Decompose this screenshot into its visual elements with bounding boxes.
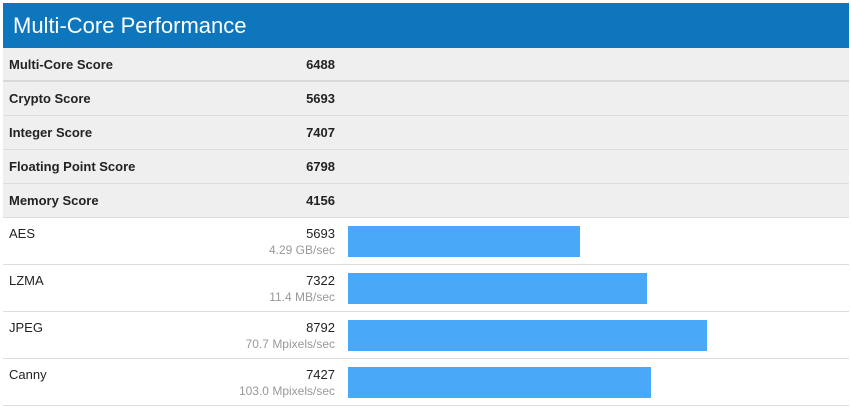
benchmark-name: LZMA xyxy=(9,273,44,288)
benchmark-score: 5693 xyxy=(306,226,335,241)
summary-label: Crypto Score xyxy=(9,91,91,106)
summary-label: Integer Score xyxy=(9,125,93,140)
benchmark-row-canny: Canny 7427 103.0 Mpixels/sec xyxy=(3,359,849,406)
summary-value: 6798 xyxy=(306,159,335,174)
summary-value: 7407 xyxy=(306,125,335,140)
summary-row-integer: Integer Score 7407 xyxy=(3,116,849,150)
section-title: Multi-Core Performance xyxy=(13,13,247,38)
summary-row-memory: Memory Score 4156 xyxy=(3,184,849,218)
benchmark-rate: 70.7 Mpixels/sec xyxy=(245,337,335,351)
summary-value: 4156 xyxy=(306,193,335,208)
benchmark-rate: 103.0 Mpixels/sec xyxy=(238,384,335,398)
benchmark-bar xyxy=(348,367,651,398)
benchmark-row-jpeg: JPEG 8792 70.7 Mpixels/sec xyxy=(3,312,849,359)
benchmark-bar xyxy=(348,273,647,304)
benchmark-row-aes: AES 5693 4.29 GB/sec xyxy=(3,218,849,265)
summary-value: 5693 xyxy=(306,91,335,106)
summary-label: Memory Score xyxy=(9,193,99,208)
benchmark-bar-track xyxy=(348,320,838,351)
benchmark-bar-track xyxy=(348,273,838,304)
benchmark-name: JPEG xyxy=(9,320,43,335)
benchmark-bar-track xyxy=(348,226,838,257)
summary-value: 6488 xyxy=(306,57,335,72)
summary-row-floating-point: Floating Point Score 6798 xyxy=(3,150,849,184)
benchmark-name: AES xyxy=(9,226,36,241)
benchmark-name: Canny xyxy=(9,367,47,382)
summary-row-multi-core: Multi-Core Score 6488 xyxy=(3,48,849,82)
benchmark-score: 7427 xyxy=(306,367,335,382)
benchmark-score: 8792 xyxy=(306,320,335,335)
multi-core-performance-panel: Multi-Core Performance Multi-Core Score … xyxy=(3,3,849,406)
benchmark-bar xyxy=(348,226,580,257)
summary-row-crypto: Crypto Score 5693 xyxy=(3,82,849,116)
benchmark-rate: 4.29 GB/sec xyxy=(268,243,335,257)
benchmark-bar-track xyxy=(348,367,838,398)
benchmark-bar xyxy=(348,320,707,351)
benchmark-rate: 11.4 MB/sec xyxy=(269,290,335,304)
summary-label: Floating Point Score xyxy=(9,159,136,174)
benchmark-row-lzma: LZMA 7322 11.4 MB/sec xyxy=(3,265,849,312)
benchmark-score: 7322 xyxy=(306,273,335,288)
section-header: Multi-Core Performance xyxy=(3,3,849,48)
summary-label: Multi-Core Score xyxy=(9,57,114,72)
